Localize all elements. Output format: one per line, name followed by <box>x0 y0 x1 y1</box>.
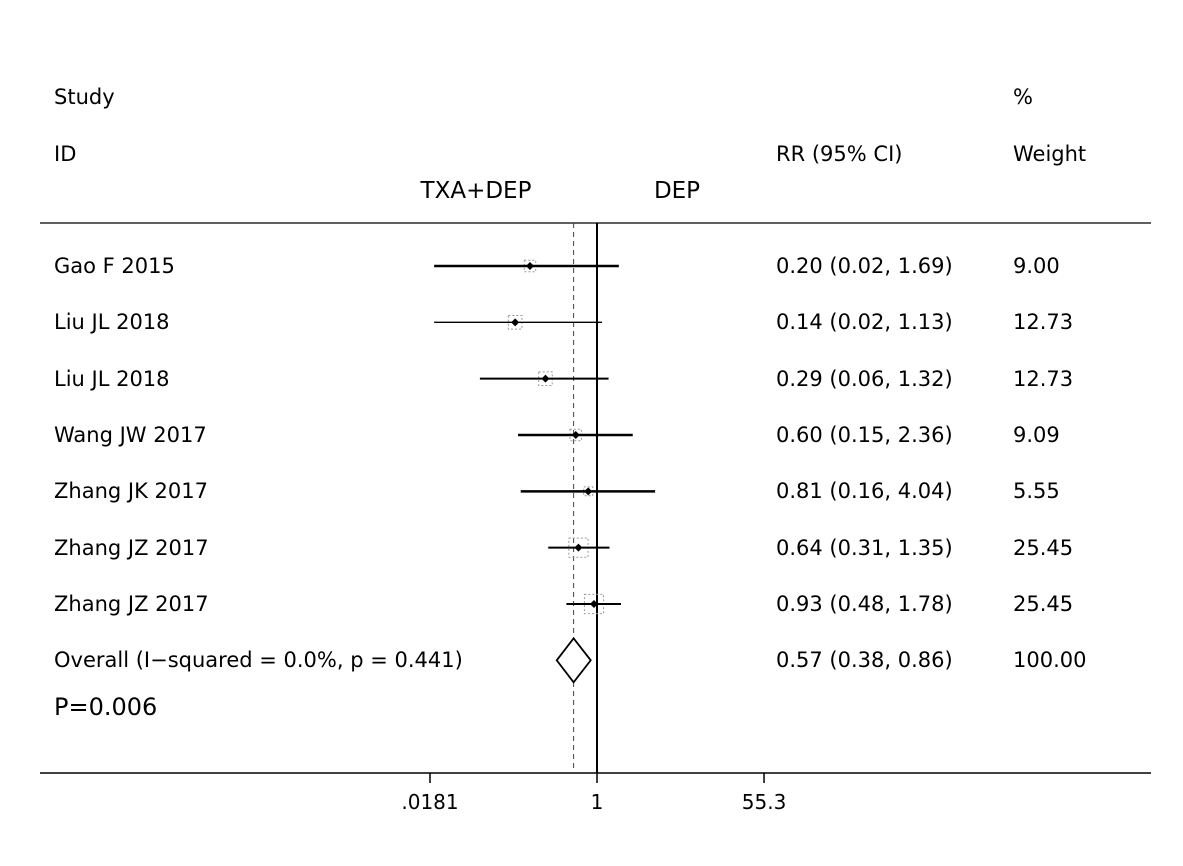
study-weight: 5.55 <box>1013 479 1060 504</box>
overall-rr-ci: 0.57 (0.38, 0.86) <box>776 648 953 673</box>
study-label: Zhang JZ 2017 <box>54 591 209 616</box>
study-rr-ci: 0.64 (0.31, 1.35) <box>776 535 953 560</box>
overall-diamond <box>555 636 592 684</box>
study-weight: 12.73 <box>1013 366 1074 391</box>
study-label: Zhang JZ 2017 <box>54 535 209 560</box>
study-weight: 9.09 <box>1013 422 1060 447</box>
study-label: Gao F 2015 <box>54 254 175 278</box>
x-tick-label: 1 <box>590 790 604 814</box>
study-label: Liu JL 2018 <box>54 310 170 335</box>
x-tick-label: .0181 <box>401 790 459 814</box>
study-weight: 9.00 <box>1013 254 1060 278</box>
study-point-estimate <box>511 318 520 327</box>
study-rr-ci: 0.81 (0.16, 4.04) <box>776 479 953 504</box>
study-weight: 25.45 <box>1013 535 1074 560</box>
study-rr-ci: 0.93 (0.48, 1.78) <box>776 591 953 616</box>
overall-label: Overall (I−squared = 0.0%, p = 0.441) <box>54 648 463 673</box>
study-weight: 12.73 <box>1013 310 1074 335</box>
rr-ci-header: RR (95% CI) <box>776 142 903 166</box>
study-rr-ci: 0.29 (0.06, 1.32) <box>776 366 953 391</box>
study-rr-ci: 0.14 (0.02, 1.13) <box>776 310 953 335</box>
percent-header: % <box>1013 85 1033 109</box>
overall-weight: 100.00 <box>1013 648 1087 673</box>
study-point-estimate <box>584 487 593 496</box>
study-point-estimate <box>589 599 598 608</box>
study-label: Liu JL 2018 <box>54 366 170 391</box>
study-rr-ci: 0.20 (0.02, 1.69) <box>776 254 953 278</box>
weight-header: Weight <box>1013 142 1087 166</box>
study-label: Zhang JK 2017 <box>54 479 208 504</box>
study-point-estimate <box>526 262 535 270</box>
right-group-label: DEP <box>653 178 701 204</box>
study-rr-ci: 0.60 (0.15, 2.36) <box>776 422 953 447</box>
study-label: Wang JW 2017 <box>54 422 207 447</box>
p-value-label: P=0.006 <box>54 693 158 721</box>
study-point-estimate <box>574 543 583 552</box>
study-point-estimate <box>571 430 580 439</box>
left-group-label: TXA+DEP <box>420 178 532 204</box>
study-header: Study <box>54 85 115 109</box>
x-tick-label: 55.3 <box>741 790 787 814</box>
study-point-estimate <box>541 374 550 383</box>
id-header: ID <box>54 142 77 166</box>
study-weight: 25.45 <box>1013 591 1074 616</box>
